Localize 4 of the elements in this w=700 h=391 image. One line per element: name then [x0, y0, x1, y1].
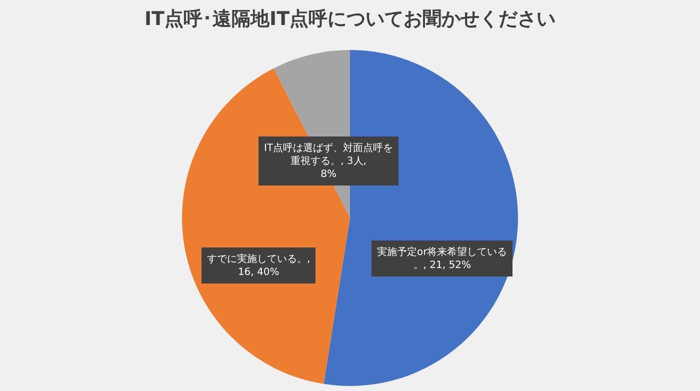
- slice-label: すでに実施している。, 16, 40%: [207, 253, 310, 278]
- chart-title: IT点呼･遠隔地IT点呼についてお聞かせください: [144, 8, 556, 30]
- slice-label: IT点呼は選ばず、対面点呼を重視する。, 3人, 8%: [264, 142, 394, 180]
- slice-label: 実施予定or将来希望している。, 21, 52%: [377, 246, 508, 271]
